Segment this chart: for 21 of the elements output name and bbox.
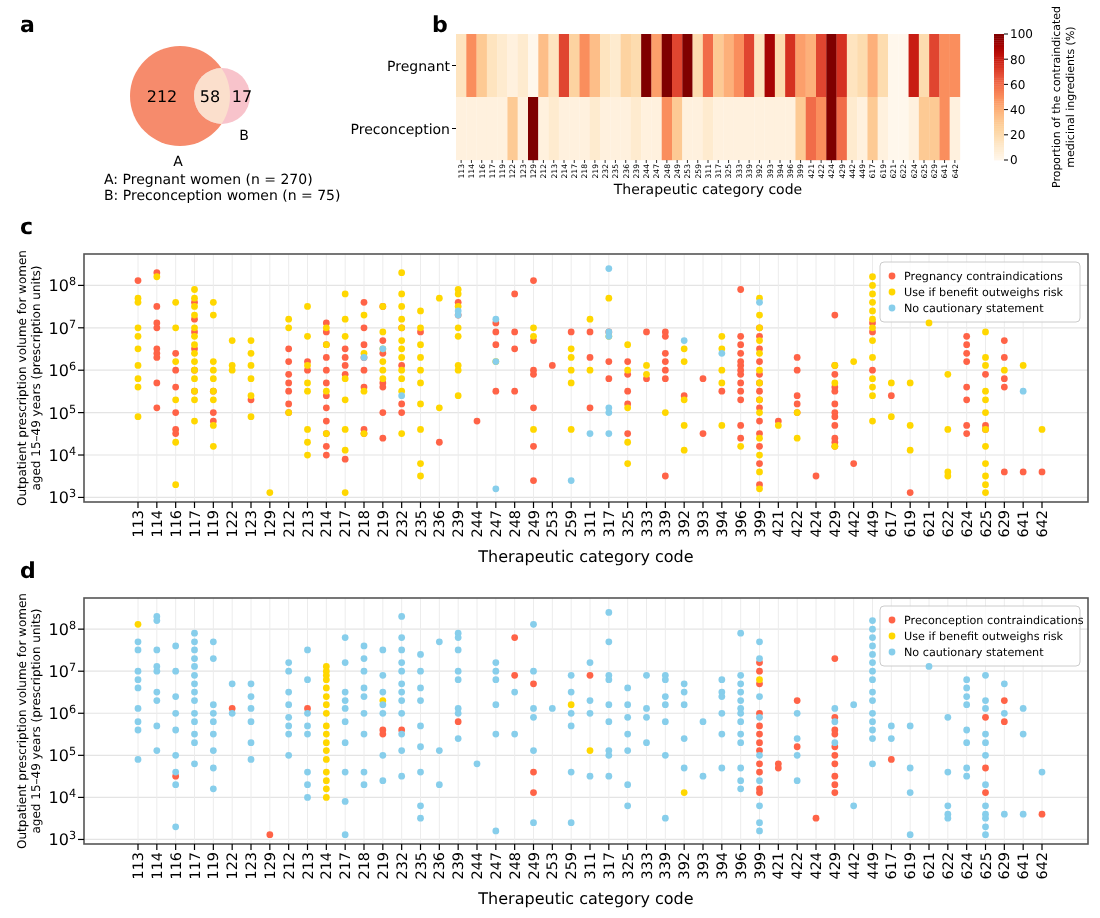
y-tick-label: 10$^{3}$ xyxy=(48,829,77,850)
y-tick-label: 10$^{3}$ xyxy=(48,487,77,508)
chart-title: b xyxy=(432,12,448,38)
y-tick-label: 10$^{5}$ xyxy=(48,402,77,423)
y-tick-label: 10$^{4}$ xyxy=(48,445,77,466)
y-tick-label: 10$^{7}$ xyxy=(48,661,77,682)
x-axis-title: Therapeutic category code xyxy=(476,890,694,908)
y-tick-label: 10$^{8}$ xyxy=(48,619,77,640)
x-axis-title: Therapeutic category code xyxy=(476,548,694,566)
y-tick-label: 10$^{6}$ xyxy=(48,360,77,381)
data-label: 212 xyxy=(146,88,178,106)
chart-title: d xyxy=(20,558,36,584)
y-tick-label: 10$^{7}$ xyxy=(48,317,77,338)
y-tick-label: 10$^{6}$ xyxy=(48,703,77,724)
text: a xyxy=(20,12,35,38)
chart-title: c xyxy=(20,214,34,240)
data-label: 58 xyxy=(199,88,221,106)
y-tick-label: 10$^{8}$ xyxy=(48,275,77,296)
y-tick-label: 10$^{4}$ xyxy=(48,787,77,808)
y-tick-label: 10$^{5}$ xyxy=(48,745,77,766)
data-label: 17 xyxy=(231,88,253,106)
